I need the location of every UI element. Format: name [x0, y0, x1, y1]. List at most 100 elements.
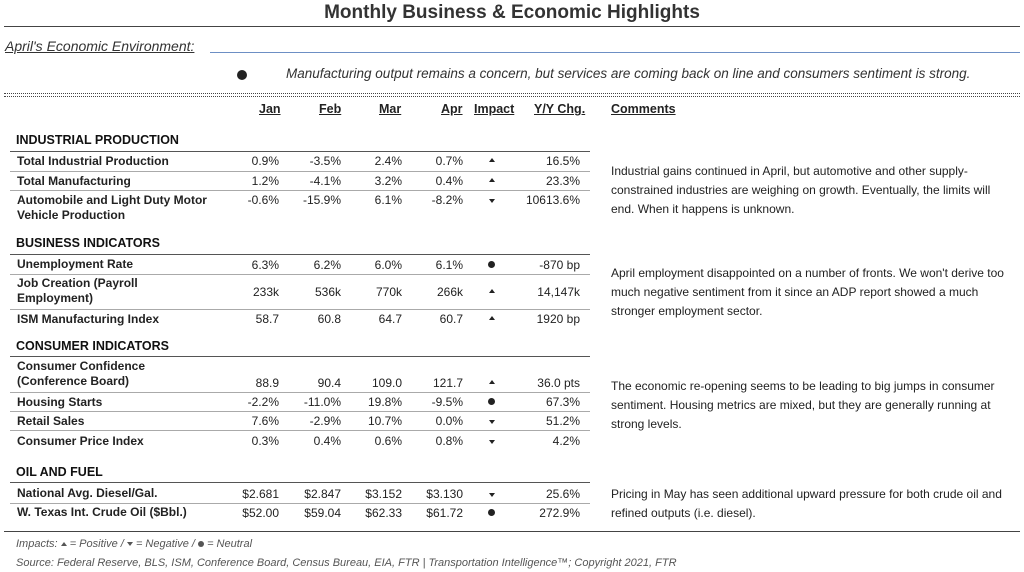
impact-positive-icon	[486, 376, 500, 390]
row-label: ISM Manufacturing Index	[17, 312, 160, 326]
row-divider	[10, 190, 590, 191]
cell-feb: 6.2%	[313, 258, 341, 272]
cell-feb: 536k	[314, 285, 341, 299]
cell-jan: -0.6%	[247, 193, 279, 207]
cell-feb: $2.847	[304, 487, 341, 501]
impact-positive-icon	[486, 154, 500, 168]
row-label: National Avg. Diesel/Gal.	[17, 486, 158, 500]
negative-triangle-icon	[126, 542, 133, 547]
cell-yoy: 16.5%	[545, 154, 580, 168]
cell-feb: -4.1%	[309, 174, 341, 188]
cell-yoy: 10613.6%	[525, 193, 580, 207]
cell-yoy: 272.9%	[539, 506, 580, 520]
cell-feb: $59.04	[304, 506, 341, 520]
impact-neutral-icon	[486, 395, 500, 409]
cell-feb: 60.8	[317, 312, 341, 326]
cell-feb: -3.5%	[309, 154, 341, 168]
row-divider	[10, 392, 590, 393]
cell-jan: $52.00	[242, 506, 279, 520]
column-header-yoy: Y/Y Chg.	[534, 102, 586, 116]
cell-feb: 0.4%	[313, 434, 341, 448]
cell-mar: 6.1%	[374, 193, 402, 207]
cell-jan: 7.6%	[251, 414, 279, 428]
title-divider	[4, 26, 1020, 27]
section-title-industrial: INDUSTRIAL PRODUCTION	[16, 133, 179, 147]
cell-feb: -2.9%	[309, 414, 341, 428]
cell-jan: 233k	[252, 285, 279, 299]
cell-mar: 19.8%	[367, 395, 402, 409]
impact-negative-icon	[486, 435, 500, 449]
cell-jan: 6.3%	[251, 258, 279, 272]
section-title-consumer: CONSUMER INDICATORS	[16, 339, 170, 353]
cell-apr: 60.7	[439, 312, 463, 326]
cell-apr: 6.1%	[435, 258, 463, 272]
column-header-jan: Jan	[259, 102, 281, 116]
impact-positive-icon	[486, 312, 500, 326]
row-label: Consumer Price Index	[17, 434, 144, 448]
row-label: Retail Sales	[17, 414, 85, 428]
legend-positive: = Positive /	[69, 538, 124, 550]
cell-mar: 0.6%	[374, 434, 402, 448]
cell-apr: $3.130	[426, 487, 463, 501]
row-label: Total Industrial Production	[17, 154, 169, 168]
column-header-impact: Impact	[474, 102, 515, 116]
impact-positive-icon	[486, 174, 500, 188]
impact-negative-icon	[486, 194, 500, 208]
cell-yoy: 1920 bp	[536, 312, 580, 326]
row-divider	[10, 430, 590, 431]
cell-jan: 58.7	[255, 312, 279, 326]
comment-industrial: Industrial gains continued in April, but…	[611, 164, 991, 216]
subheading-divider	[210, 52, 1020, 53]
row-divider	[10, 274, 590, 275]
cell-feb: -11.0%	[303, 395, 341, 409]
cell-apr: $61.72	[426, 506, 463, 520]
cell-mar: 2.4%	[374, 154, 402, 168]
comment-business: April employment disappointed on a numbe…	[611, 266, 1004, 318]
legend-negative: = Negative /	[135, 538, 195, 550]
cell-mar: 10.7%	[367, 414, 402, 428]
page-title: Monthly Business & Economic Highlights	[324, 2, 700, 23]
cell-apr: -9.5%	[431, 395, 463, 409]
cell-yoy: 36.0 pts	[537, 376, 580, 390]
column-header-apr: Apr	[441, 102, 463, 116]
neutral-dot-icon	[198, 541, 205, 548]
cell-mar: 770k	[375, 285, 402, 299]
column-header-feb: Feb	[319, 102, 342, 116]
row-label: Housing Starts	[17, 395, 103, 409]
impact-neutral-icon	[486, 506, 500, 520]
row-label: Unemployment Rate	[17, 257, 134, 271]
legend-prefix: Impacts:	[16, 538, 58, 550]
source-note: Source: Federal Reserve, BLS, ISM, Confe…	[16, 557, 677, 569]
row-label: Job Creation (Payroll Employment)	[17, 276, 138, 305]
section-divider	[10, 254, 590, 255]
cell-apr: 266k	[436, 285, 463, 299]
cell-jan: -2.2%	[247, 395, 279, 409]
row-label: Automobile and Light Duty Motor Vehicle …	[17, 193, 207, 222]
impact-neutral-icon	[486, 258, 500, 272]
cell-apr: 0.0%	[435, 414, 463, 428]
cell-yoy: 67.3%	[545, 395, 580, 409]
section-subheading: April's Economic Environment:	[5, 38, 195, 54]
row-divider	[10, 411, 590, 412]
cell-jan: 88.9	[255, 376, 279, 390]
cell-apr: -8.2%	[431, 193, 463, 207]
cell-yoy: 23.3%	[545, 174, 580, 188]
cell-jan: $2.681	[242, 487, 279, 501]
cell-jan: 1.2%	[251, 174, 279, 188]
column-header-mar: Mar	[379, 102, 402, 116]
comment-consumer: The economic re-opening seems to be lead…	[611, 379, 995, 431]
dotted-divider	[4, 96, 1020, 97]
dotted-divider	[4, 93, 1020, 94]
cell-apr: 0.4%	[435, 174, 463, 188]
row-label: W. Texas Int. Crude Oil ($Bbl.)	[17, 505, 187, 519]
bullet-icon	[237, 70, 247, 80]
row-divider	[10, 309, 590, 310]
cell-mar: 109.0	[371, 376, 402, 390]
footer-divider	[4, 531, 1020, 532]
cell-mar: $62.33	[365, 506, 402, 520]
positive-triangle-icon	[60, 542, 67, 547]
impact-negative-icon	[486, 488, 500, 502]
row-divider	[10, 171, 590, 172]
cell-mar: 64.7	[378, 312, 402, 326]
cell-feb: -15.9%	[302, 193, 341, 207]
